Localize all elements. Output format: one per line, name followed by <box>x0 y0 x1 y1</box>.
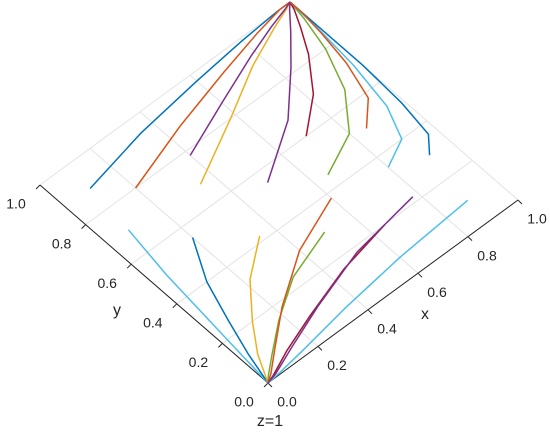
grid-line <box>239 38 469 237</box>
y-tick-label: 0.8 <box>52 235 72 251</box>
x-tick <box>317 346 323 351</box>
y-axis <box>39 184 269 384</box>
x-axis-label: x <box>421 306 429 323</box>
grid-line <box>189 74 419 274</box>
x-tick <box>417 272 423 278</box>
trajectory <box>289 1 315 137</box>
trajectory <box>267 197 333 384</box>
y-tick <box>218 343 223 348</box>
y-tick <box>126 263 132 269</box>
x-tick <box>267 382 273 388</box>
trajectory <box>289 1 351 176</box>
grid-line <box>39 1 291 186</box>
y-tick-label: 0.0 <box>234 394 254 410</box>
y-tick-label: 0.6 <box>97 275 117 291</box>
trajectory <box>266 1 292 183</box>
grid-line <box>89 148 319 347</box>
grid-line <box>222 159 473 344</box>
trajectory <box>191 237 269 384</box>
grid-line <box>176 120 428 305</box>
y-tick-label: 0.4 <box>143 315 163 331</box>
trajectory <box>134 1 291 189</box>
x-tick <box>367 309 373 315</box>
x-axis <box>267 199 519 384</box>
trajectory <box>189 1 291 156</box>
trajectory <box>267 199 469 384</box>
trajectory <box>249 235 269 384</box>
y-tick-label: 1.0 <box>6 196 26 212</box>
trajectory <box>267 196 414 384</box>
trajectory <box>267 231 326 384</box>
y-tick <box>263 382 269 388</box>
y-tick <box>172 303 178 309</box>
x-tick-label: 0.0 <box>277 394 297 410</box>
x-tick <box>467 236 473 241</box>
trajectory <box>289 1 431 156</box>
x-tick-label: 0.8 <box>477 247 497 263</box>
z-label: z=1 <box>257 413 283 430</box>
x-tick-label: 0.4 <box>377 321 397 337</box>
x-tick-label: 0.2 <box>327 357 347 373</box>
grid-line <box>85 41 336 226</box>
y-tick <box>81 224 86 229</box>
trajectory <box>199 1 291 185</box>
x-tick <box>517 199 523 205</box>
grid-line <box>130 80 382 265</box>
grid-line <box>139 111 369 311</box>
y-axis-label: y <box>113 302 121 319</box>
y-tick <box>35 184 41 190</box>
trajectory <box>289 1 370 129</box>
x-tick-label: 1.0 <box>527 211 547 227</box>
x-tick-label: 0.6 <box>427 284 447 300</box>
trajectory <box>127 229 269 384</box>
y-tick-label: 0.2 <box>189 354 209 370</box>
